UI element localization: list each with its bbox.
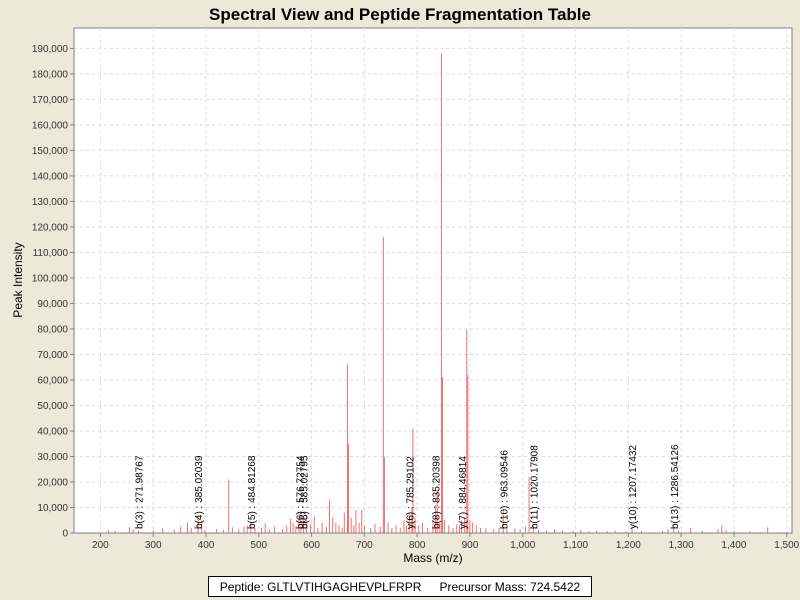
- peak-annotation: b(4) : 385.02039: [194, 455, 205, 529]
- y-tick-label: 190,000: [32, 44, 69, 55]
- precursor-mass-label: Precursor Mass:: [439, 579, 527, 594]
- x-tick-label: 800: [409, 540, 426, 551]
- y-tick-label: 50,000: [37, 401, 68, 412]
- y-tick-label: 130,000: [32, 197, 69, 208]
- annotations-group: b(3) : 271.98767 b(4) : 385.02039 b(5) : 4…: [134, 444, 681, 529]
- y-tick-label: 160,000: [32, 120, 69, 131]
- x-tick-label: 900: [462, 540, 479, 551]
- grid-lines: [74, 28, 792, 534]
- x-tick-label: 600: [303, 540, 320, 551]
- y-axis: 0 10,000 20,000 30,000 40,000 50,000 60,000 70,…: [32, 28, 75, 540]
- peptide-label: Peptide:: [219, 579, 264, 594]
- y-tick-label: 90,000: [37, 299, 68, 310]
- y-tick-label: 60,000: [37, 375, 68, 386]
- peak-annotation: b(5) : 484.81268: [247, 455, 258, 529]
- precursor-mass-value: 724.5422: [530, 579, 581, 594]
- peak-annotation: b(10) : 963.09546: [499, 450, 510, 529]
- y-tick-label: 80,000: [37, 324, 68, 335]
- y-tick-label: 150,000: [32, 146, 69, 157]
- y-tick-label: 100,000: [32, 273, 69, 284]
- y-axis-label: Peak Intensity: [11, 242, 25, 317]
- peak-annotation: y(6) : 785.29102: [405, 456, 416, 529]
- peak-annotation: b(6) : 585.02795: [300, 455, 311, 529]
- y-tick-label: 40,000: [37, 426, 68, 437]
- peaks-group: [107, 53, 769, 533]
- peak-annotation: b(13) : 1286.54126: [670, 444, 681, 529]
- peak-annotation: y(10) : 1207.17432: [628, 445, 639, 529]
- y-tick-label: 30,000: [37, 452, 68, 463]
- y-tick-label: 120,000: [32, 222, 69, 233]
- y-tick-label: 180,000: [32, 69, 69, 80]
- peptide-info-box: Peptide: GLTLVTIHGAGHEVPLFRPR Precursor …: [208, 576, 592, 597]
- x-tick-label: 200: [92, 540, 109, 551]
- peak-annotation: b(3) : 271.98767: [134, 455, 145, 529]
- y-tick-label: 70,000: [37, 350, 68, 361]
- x-tick-label: 300: [145, 540, 162, 551]
- peak-annotation: y(7) : 884.46814: [458, 456, 469, 529]
- y-tick-label: 10,000: [37, 503, 68, 514]
- peak-annotation: b(6) : 576.72754: [295, 455, 306, 529]
- peak-annotation: b(11) : 1020.17908: [529, 445, 540, 529]
- y-tick-label: 140,000: [32, 171, 69, 182]
- x-tick-label: 1,300: [669, 540, 694, 551]
- x-tick-label: 1,500: [774, 540, 799, 551]
- x-axis: 200 300 400 500 600 700 800 900 1,000 1,100 1,200 1…: [74, 532, 800, 551]
- x-tick-label: 500: [250, 540, 267, 551]
- x-axis-label: Mass (m/z): [403, 551, 462, 565]
- x-tick-label: 700: [356, 540, 373, 551]
- plot-area: [73, 27, 793, 534]
- x-tick-label: 1,100: [563, 540, 588, 551]
- y-tick-label: 170,000: [32, 95, 69, 106]
- x-tick-label: 1,400: [721, 540, 746, 551]
- chart-title: Spectral View and Peptide Fragmentation …: [209, 5, 591, 24]
- peak-annotation: b(8) : 835.20398: [432, 455, 443, 529]
- x-tick-label: 1,000: [510, 540, 535, 551]
- y-tick-label: 20,000: [37, 477, 68, 488]
- x-tick-label: 1,200: [616, 540, 641, 551]
- y-tick-label: 110,000: [33, 248, 69, 259]
- x-tick-label: 400: [198, 540, 215, 551]
- y-tick-label: 0: [62, 529, 68, 540]
- peptide-sequence: GLTLVTIHGAGHEVPLFRPR: [267, 579, 422, 594]
